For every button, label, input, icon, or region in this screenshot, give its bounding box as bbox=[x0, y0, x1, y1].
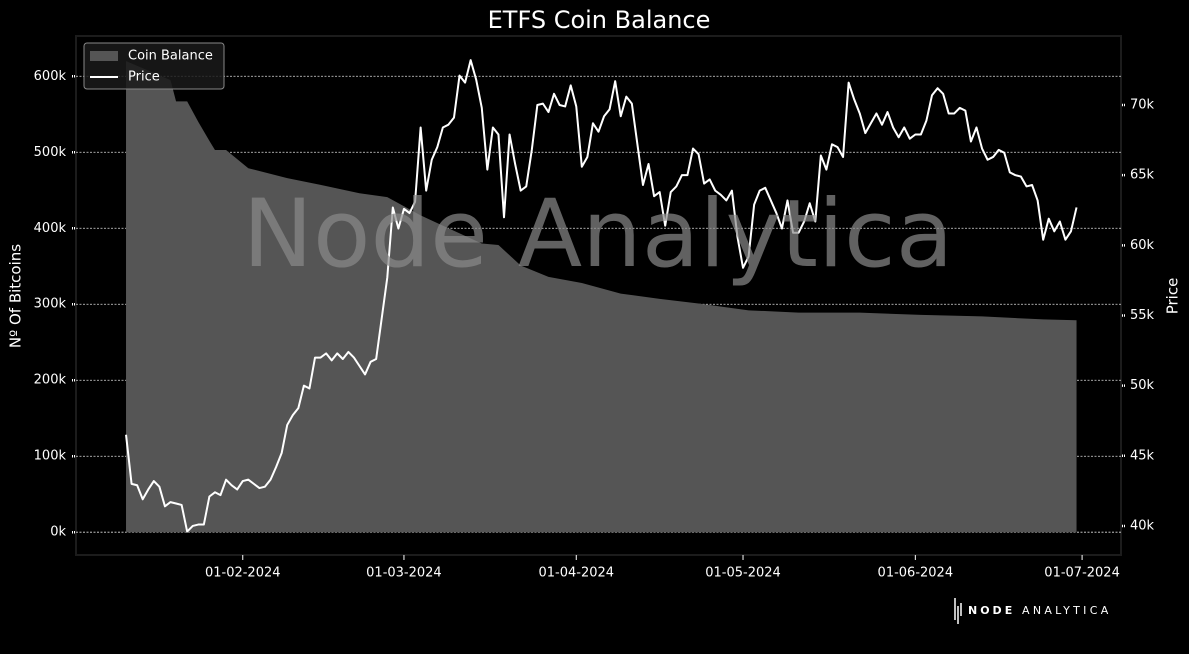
x-tick-label: 01-06-2024 bbox=[878, 566, 954, 581]
x-tick-label: 01-07-2024 bbox=[1044, 566, 1120, 581]
footer-logo: NODE ANALYTICA bbox=[954, 598, 1112, 624]
plot-frame bbox=[75, 35, 1122, 556]
legend-swatch bbox=[90, 51, 118, 61]
y-tick-label: 500k bbox=[34, 145, 67, 160]
legend-label: Coin Balance bbox=[128, 49, 213, 64]
y2-tick-label: 50k bbox=[1130, 378, 1155, 393]
legend-label: Price bbox=[128, 70, 160, 85]
y-tick-label: 0k bbox=[50, 525, 66, 540]
y2-axis-label: Price bbox=[1164, 278, 1182, 315]
y2-tick-label: 65k bbox=[1130, 168, 1155, 183]
chart-title: ETFS Coin Balance bbox=[488, 6, 711, 34]
y-tick-label: 400k bbox=[34, 221, 67, 236]
x-tick-label: 01-04-2024 bbox=[538, 566, 614, 581]
y-tick-label: 200k bbox=[34, 373, 67, 388]
logo-text: ANALYTICA bbox=[1022, 604, 1112, 617]
watermark: Node Analytica bbox=[243, 180, 954, 289]
area bbox=[126, 61, 1077, 533]
x-tick-label: 01-02-2024 bbox=[205, 566, 281, 581]
y2-tick-label: 40k bbox=[1130, 518, 1155, 533]
plot-area: 0k 100k 200k 300k 400k 500k 600k 40k 45k 50k 55k 60… bbox=[34, 35, 1155, 581]
y-tick-label: 300k bbox=[34, 297, 67, 312]
y2-tick-label: 45k bbox=[1130, 448, 1155, 463]
legend: Coin Balance Price bbox=[83, 42, 225, 90]
y2-tick-label: 60k bbox=[1130, 238, 1155, 253]
y-tick-label: 600k bbox=[34, 69, 67, 84]
y-axis-label: Nº Of Bitcoins bbox=[7, 244, 25, 348]
logo-text-strong: NODE bbox=[968, 604, 1015, 617]
y-tick-label: 100k bbox=[34, 449, 67, 464]
y2-tick-label: 70k bbox=[1130, 98, 1155, 113]
x-tick-label: 01-03-2024 bbox=[366, 566, 442, 581]
line bbox=[125, 59, 1078, 533]
legend-box bbox=[83, 42, 225, 90]
x-tick-label: 01-05-2024 bbox=[705, 566, 781, 581]
y2-tick-label: 55k bbox=[1130, 308, 1155, 323]
